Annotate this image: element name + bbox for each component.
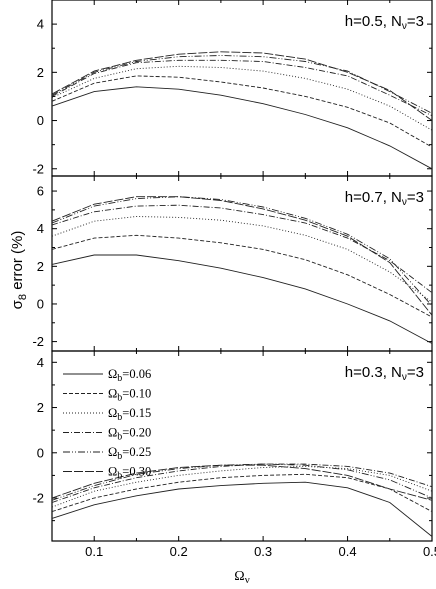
y-tick-label: 0 <box>37 296 44 311</box>
y-tick-label: -2 <box>32 491 44 506</box>
y-tick-label: 4 <box>37 17 44 32</box>
x-tick-label: 0.2 <box>170 544 188 559</box>
x-tick-label: 0.4 <box>339 544 357 559</box>
series-line-4 <box>51 59 433 117</box>
panel-label: h=0.3, Nν=3 <box>345 364 424 383</box>
series-line-1 <box>51 254 433 344</box>
series-line-3 <box>51 216 433 303</box>
y-tick-label: -2 <box>32 161 44 176</box>
y-axis-label: σ8 error (%) <box>9 231 29 310</box>
x-tick-label: 0.1 <box>85 544 103 559</box>
legend-label: Ωb=0.10 <box>108 387 151 404</box>
panel-label: h=0.5, Nν=3 <box>345 13 424 32</box>
y-tick-label: 6 <box>37 184 44 199</box>
series-line-3 <box>51 465 433 508</box>
y-tick-label: 2 <box>37 400 44 415</box>
series-line-1 <box>51 481 433 537</box>
series-line-5 <box>51 463 433 501</box>
series-line-2 <box>51 234 433 318</box>
panel-3: -2 0 2 4 h=0.3, Nν=3 <box>32 350 433 542</box>
y-tick-label: 2 <box>37 65 44 80</box>
series-line-2 <box>51 473 433 513</box>
panel-1: -2 0 2 4 h=0.5, Nν=3 <box>32 0 433 177</box>
y-tick-label: 0 <box>37 113 44 128</box>
panels-layer: -2 0 2 4 h=0.5, Nν=3 -2 0 2 4 6 h=0.7, Nν=3 -2 0 2 4 h=… <box>32 0 436 559</box>
series-line-4 <box>51 204 433 294</box>
series-line-5 <box>51 55 433 114</box>
series-line-6 <box>51 51 433 121</box>
y-tick-label: -2 <box>32 334 44 349</box>
series-line-3 <box>51 65 433 131</box>
y-tick-label: 2 <box>37 259 44 274</box>
series-line-6 <box>51 464 433 501</box>
x-axis-label: Ων <box>234 569 249 586</box>
series-line-6 <box>51 196 433 316</box>
panel-2: -2 0 2 4 6 h=0.7, Nν=3 <box>32 175 433 352</box>
legend-label: Ωb=0.20 <box>108 426 151 443</box>
y-tick-label: 0 <box>37 445 44 460</box>
series-line-4 <box>51 463 433 503</box>
y-tick-label: 4 <box>37 355 44 370</box>
legend-label: Ωb=0.15 <box>108 406 151 423</box>
panel-frame <box>51 350 433 542</box>
legend-label: Ωb=0.06 <box>108 367 151 384</box>
legend-label: Ωb=0.30 <box>108 465 151 482</box>
series-line-2 <box>51 75 433 148</box>
panel-label: h=0.7, Nν=3 <box>345 189 424 208</box>
y-tick-label: 4 <box>37 221 44 236</box>
legend: Ωb=0.06 Ωb=0.10 Ωb=0.15 Ωb=0.20 Ωb=0.25 Ωb=0.… <box>63 367 151 482</box>
series-line-5 <box>51 196 433 307</box>
x-tick-label: 0.3 <box>254 544 272 559</box>
series-line-1 <box>51 86 433 170</box>
legend-label: Ωb=0.25 <box>108 445 151 462</box>
x-tick-label: 0.5 <box>423 544 436 559</box>
